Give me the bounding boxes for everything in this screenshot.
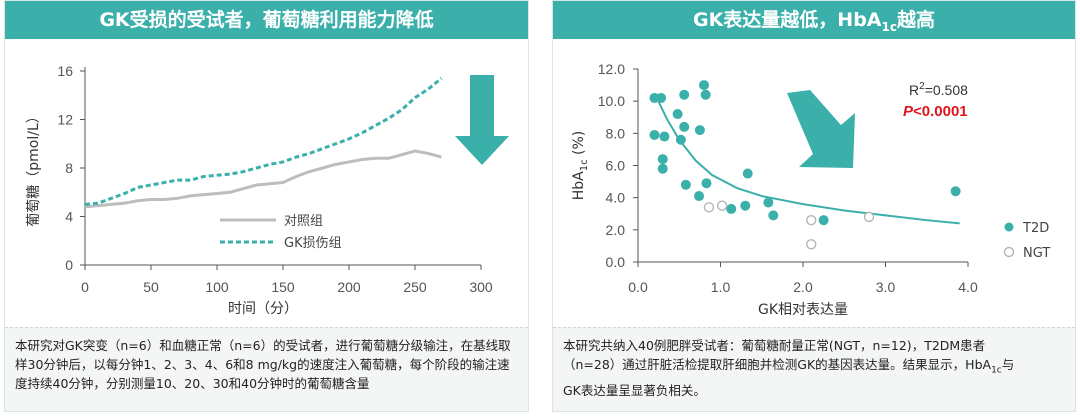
y-axis-label-sub: 1c [579, 159, 590, 171]
x-tick-label: 3.0 [876, 279, 896, 295]
right-title-sub: 1c [881, 19, 897, 34]
left-chart-panel: GK受损的受试者，葡萄糖利用能力降低 0 4 8 12 16 0 50 100 150 200 25… [4, 0, 529, 412]
legend-marker-t2d [1004, 222, 1014, 232]
data-point-t2d [818, 215, 829, 226]
y-tick-label: 8.0 [606, 125, 626, 141]
data-point-t2d [679, 89, 690, 100]
x-tick-label: 100 [205, 279, 229, 295]
right-caption-line-1: 本研究共纳入40例肥胖受试者：葡萄糖耐量正常(NGT，n=12)，T2DM患者 [563, 338, 986, 353]
y-axis-label-main: HbA [571, 171, 587, 200]
x-axis-label: GK相对表达量 [758, 302, 848, 318]
data-point-t2d [763, 197, 774, 208]
y-axis-label: HbA1c (%) [571, 131, 590, 201]
y-tick-label: 16 [57, 63, 73, 79]
data-point-t2d [701, 178, 712, 189]
x-tick-label: 0 [81, 279, 89, 295]
gk-hba1c-scatter-chart: 0.0 2.0 4.0 6.0 8.0 10.0 12.0 0.0 1.0 2.0 3.0 4.0 GK… [571, 61, 1050, 318]
y-tick-label: 12 [57, 112, 73, 128]
y-tick-label: 10.0 [598, 93, 625, 109]
data-point-t2d [680, 179, 691, 190]
data-point-t2d [657, 163, 668, 174]
right-panel-title: GK表达量越低，HbA1c越高 [553, 1, 1075, 39]
x-tick-label: 2.0 [793, 279, 813, 295]
data-point-t2d [675, 134, 686, 145]
data-point-ngt [863, 211, 875, 223]
data-point-t2d [742, 168, 753, 179]
data-point-t2d [740, 200, 751, 211]
right-panel-caption: 本研究共纳入40例肥胖受试者：葡萄糖耐量正常(NGT，n=12)，T2DM患者 … [553, 327, 1075, 411]
data-point-t2d [700, 89, 711, 100]
y-axis-label: 葡萄糖（pmol/L） [26, 109, 42, 227]
y-tick-label: 2.0 [606, 222, 626, 238]
glucose-line-chart: 0 4 8 12 16 0 50 100 150 200 250 300 时间（分） 葡萄糖（pmol/L… [26, 63, 509, 317]
left-panel-title: GK受损的受试者，葡萄糖利用能力降低 [5, 1, 528, 39]
p-value-annotation: P<0.0001 [903, 103, 968, 120]
data-point-t2d [679, 121, 690, 132]
up-left-arrow-icon [787, 90, 855, 168]
r-squared-prefix: R [909, 82, 919, 98]
data-point-t2d [726, 203, 737, 214]
r-squared-value: =0.508 [925, 82, 968, 98]
right-title-main: GK表达量越低，HbA [692, 9, 882, 31]
data-point-t2d [657, 154, 668, 165]
y-tick-label: 6.0 [606, 158, 626, 174]
data-point-t2d [699, 80, 709, 91]
y-tick-label: 0 [65, 257, 73, 273]
y-axis-label-end: (%) [571, 131, 587, 160]
down-arrow-icon [455, 75, 509, 165]
data-point-t2d [659, 131, 670, 142]
data-point-t2d [672, 109, 683, 120]
x-tick-label: 50 [143, 279, 159, 295]
right-caption-line-2-sub: 1c [991, 365, 1002, 376]
data-point-t2d [768, 210, 779, 221]
p-value-letter: P [903, 103, 914, 120]
data-point-t2d [694, 125, 705, 136]
y-tick-label: 12.0 [598, 61, 625, 77]
data-point-ngt [806, 214, 817, 226]
x-tick-label: 150 [271, 279, 295, 295]
x-tick-label: 1.0 [711, 279, 731, 295]
right-caption-line-2: （n=28）通过肝脏活检提取肝细胞并检测GK的基因表达量。结果显示，HbA1c与 [563, 355, 1065, 381]
r-squared-sup: 2 [919, 81, 925, 92]
y-tick-label: 4 [65, 209, 73, 225]
series-line-control [84, 149, 442, 209]
p-value-number: <0.0001 [913, 103, 968, 120]
data-point-t2d [656, 92, 667, 103]
y-tick-label: 8 [65, 160, 73, 176]
data-point-t2d [694, 191, 705, 202]
data-point-ngt [716, 200, 728, 211]
legend-label-t2d: T2D [1022, 221, 1049, 236]
legend-marker-ngt [1003, 246, 1015, 258]
data-point-t2d [649, 129, 660, 140]
regression-fit-curve [653, 92, 960, 225]
data-point-ngt [703, 202, 715, 213]
data-point-ngt [806, 239, 817, 250]
x-tick-label: 250 [403, 279, 427, 295]
data-point-t2d [950, 186, 961, 197]
y-tick-label: 0.0 [606, 254, 626, 270]
x-tick-label: 200 [337, 279, 361, 295]
x-tick-label: 300 [469, 279, 493, 295]
legend-label-gk-impaired: GK损伤组 [284, 236, 342, 251]
left-panel-caption: 本研究对GK突变（n=6）和血糖正常（n=6）的受试者，进行葡萄糖分级输注，在基… [5, 327, 528, 411]
right-title-end: 越高 [896, 9, 935, 31]
r-squared-annotation: R2=0.508 [909, 81, 968, 98]
y-tick-label: 4.0 [606, 190, 626, 206]
x-tick-label: 0.0 [628, 279, 648, 295]
right-chart-panel: GK表达量越低，HbA1c越高 0.0 2.0 4.0 6.0 8.0 10.0 12.0 0… [552, 0, 1076, 412]
legend-label-control: 对照组 [284, 214, 323, 229]
right-caption-line-3: GK表达量呈显著负相关。 [563, 382, 706, 398]
x-axis-label: 时间（分） [228, 301, 298, 317]
x-tick-label: 4.0 [958, 279, 978, 295]
right-caption-line-2-main: （n=28）通过肝脏活检提取肝细胞并检测GK的基因表达量。结果显示，HbA [563, 357, 992, 372]
right-caption-line-2-end: 与 [1001, 357, 1015, 372]
legend-label-ngt: NGT [1023, 246, 1050, 261]
